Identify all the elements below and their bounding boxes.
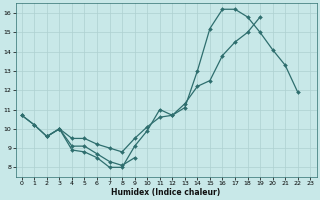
X-axis label: Humidex (Indice chaleur): Humidex (Indice chaleur): [111, 188, 221, 197]
